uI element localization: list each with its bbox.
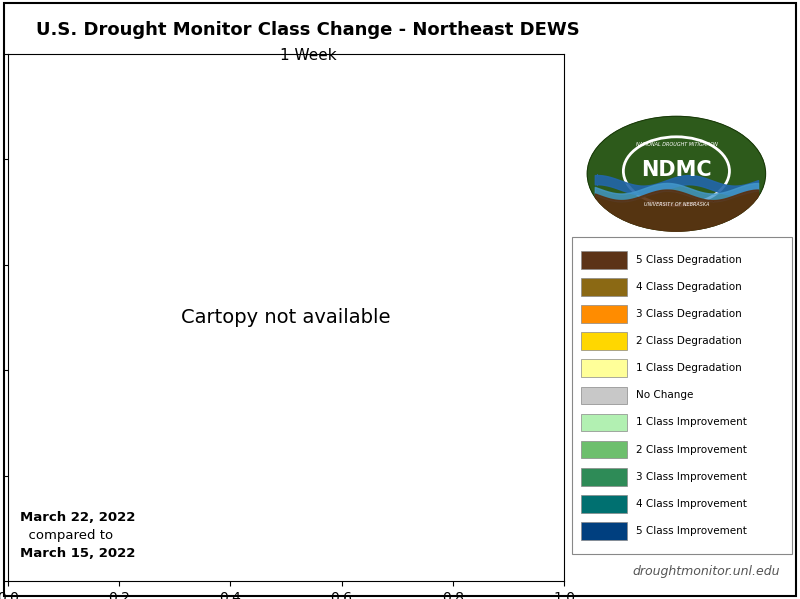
Text: NDMC: NDMC (641, 160, 712, 180)
Circle shape (586, 116, 766, 232)
Bar (581, 522, 627, 540)
Text: U.S. Drought Monitor Class Change - Northeast DEWS: U.S. Drought Monitor Class Change - Nort… (36, 21, 580, 39)
Text: 3 Class Degradation: 3 Class Degradation (636, 309, 742, 319)
Text: 2 Class Degradation: 2 Class Degradation (636, 336, 742, 346)
Text: 1 Week: 1 Week (280, 48, 336, 63)
Text: Cartopy not available: Cartopy not available (182, 308, 390, 327)
Text: 4 Class Degradation: 4 Class Degradation (636, 282, 742, 292)
Text: 5 Class Degradation: 5 Class Degradation (636, 255, 742, 265)
Bar (581, 468, 627, 486)
Bar (581, 359, 627, 377)
Text: droughtmonitor.unl.edu: droughtmonitor.unl.edu (633, 565, 780, 578)
Bar (581, 441, 627, 458)
Text: 3 Class Improvement: 3 Class Improvement (636, 472, 746, 482)
Text: 1 Class Improvement: 1 Class Improvement (636, 418, 746, 428)
FancyBboxPatch shape (572, 237, 792, 554)
Bar (581, 278, 627, 296)
Text: compared to: compared to (20, 529, 113, 542)
Text: 5 Class Improvement: 5 Class Improvement (636, 526, 746, 536)
Text: NATIONAL DROUGHT MITIGATION: NATIONAL DROUGHT MITIGATION (635, 142, 718, 147)
Text: March 15, 2022: March 15, 2022 (20, 547, 135, 560)
Bar (581, 414, 627, 431)
Text: March 22, 2022: March 22, 2022 (20, 511, 135, 524)
Bar (581, 305, 627, 323)
Bar (581, 332, 627, 350)
Text: 2 Class Improvement: 2 Class Improvement (636, 444, 746, 455)
Circle shape (623, 137, 730, 205)
Text: 1 Class Degradation: 1 Class Degradation (636, 363, 742, 373)
Bar (581, 251, 627, 268)
Text: No Change: No Change (636, 391, 693, 400)
Bar (581, 386, 627, 404)
Text: UNIVERSITY OF NEBRASKA: UNIVERSITY OF NEBRASKA (644, 201, 709, 207)
Text: 4 Class Improvement: 4 Class Improvement (636, 499, 746, 509)
Bar (581, 495, 627, 513)
